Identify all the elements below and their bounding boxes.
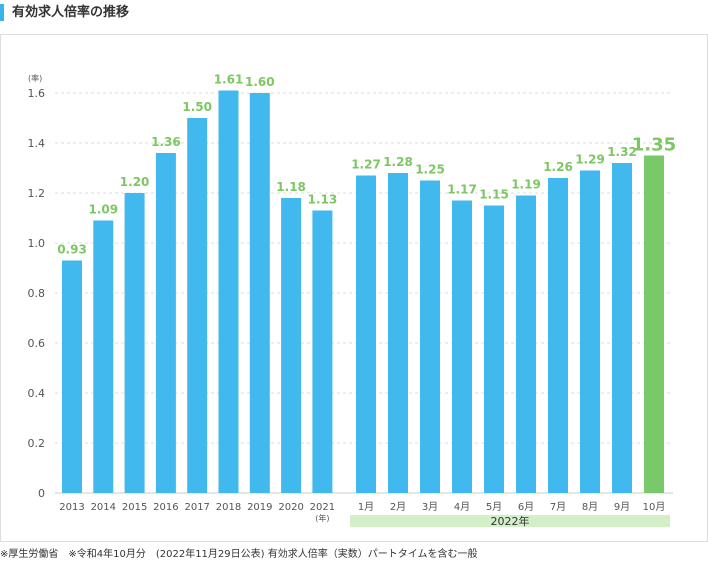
x-tick-label: 5月 (486, 501, 502, 513)
y-tick-label: 1.6 (28, 87, 46, 100)
x-tick-label: 2021 (310, 502, 335, 513)
data-label: 1.13 (308, 193, 338, 207)
data-label: 1.36 (151, 135, 181, 149)
page-title: 有効求人倍率の推移 (12, 5, 130, 20)
data-label: 1.60 (245, 75, 275, 89)
y-tick-label: 1.2 (28, 187, 46, 200)
y-tick-label: 0.6 (28, 337, 46, 350)
data-label: 0.93 (57, 243, 87, 257)
y-unit-label: (率) (28, 73, 42, 83)
bar (548, 178, 568, 493)
bar (218, 90, 239, 493)
x-tick-label: 2020 (278, 502, 303, 513)
x-tick-label: 7月 (550, 501, 566, 513)
data-label: 1.29 (575, 153, 605, 167)
data-label: 1.61 (214, 73, 244, 87)
x-tick-label: 6月 (518, 501, 534, 513)
bar (124, 193, 145, 493)
data-label: 1.20 (120, 175, 150, 189)
bar (281, 198, 302, 493)
year-group-label: 2022年 (491, 514, 530, 528)
x-tick-label: 2017 (184, 502, 209, 513)
bar (249, 93, 270, 493)
x-tick-label: 2月 (390, 501, 406, 513)
x-unit-label: (年) (315, 513, 329, 523)
data-label: 1.35 (632, 135, 676, 156)
bar (612, 163, 632, 493)
bar (356, 175, 376, 493)
title-accent-bar (0, 4, 4, 21)
x-tick-label: 2013 (59, 502, 84, 513)
title-bar: 有効求人倍率の推移 (0, 0, 708, 26)
data-label: 1.19 (511, 178, 541, 192)
chart-frame: 0 0.2 0.4 0.6 0.8 1.0 1.2 1.4 1.6 (率) 0.93 2013 1.09… (0, 34, 708, 542)
x-tick-label: 2019 (247, 502, 272, 513)
bar (452, 200, 472, 493)
data-label: 1.32 (607, 145, 637, 159)
x-tick-label: 2014 (91, 502, 116, 513)
y-tick-label: 0 (38, 487, 45, 500)
data-label: 1.27 (351, 158, 381, 172)
bar (93, 220, 114, 493)
data-label: 1.26 (543, 160, 573, 174)
bar (388, 173, 408, 493)
data-label: 1.28 (383, 155, 413, 169)
bar (62, 260, 82, 493)
x-tick-label: 4月 (454, 501, 470, 513)
x-tick-label: 2015 (122, 502, 147, 513)
x-tick-label: 2018 (216, 502, 241, 513)
x-tick-label: 8月 (582, 501, 598, 513)
bar (580, 170, 600, 493)
year-group-band (350, 515, 670, 527)
x-tick-label: 9月 (614, 501, 630, 513)
x-tick-label: 10月 (643, 501, 666, 513)
bar-highlight (644, 155, 664, 493)
data-label: 1.25 (415, 163, 445, 177)
bar (420, 180, 440, 493)
x-tick-label: 1月 (358, 501, 374, 513)
y-tick-label: 1.4 (28, 137, 46, 150)
x-tick-label: 3月 (422, 501, 438, 513)
data-label: 1.09 (88, 203, 118, 217)
y-tick-label: 0.2 (28, 437, 46, 450)
x-tick-label: 2016 (153, 502, 178, 513)
data-label: 1.18 (276, 180, 306, 194)
footnote: ※厚生労働省 ※令和4年10月分 (2022年11月29日公表) 有効求人倍率（… (0, 549, 478, 560)
y-tick-label: 0.4 (28, 387, 46, 400)
data-label: 1.50 (182, 100, 212, 114)
bar (155, 153, 176, 493)
y-tick-label: 0.8 (28, 287, 46, 300)
y-tick-label: 1.0 (28, 237, 46, 250)
bar (484, 205, 504, 493)
bar (312, 210, 333, 493)
bar (516, 195, 536, 493)
bar (187, 118, 208, 493)
data-label: 1.17 (447, 183, 477, 197)
data-label: 1.15 (479, 188, 509, 202)
bar-chart: 0 0.2 0.4 0.6 0.8 1.0 1.2 1.4 1.6 (率) 0.93 2013 1.09… (28, 73, 677, 529)
